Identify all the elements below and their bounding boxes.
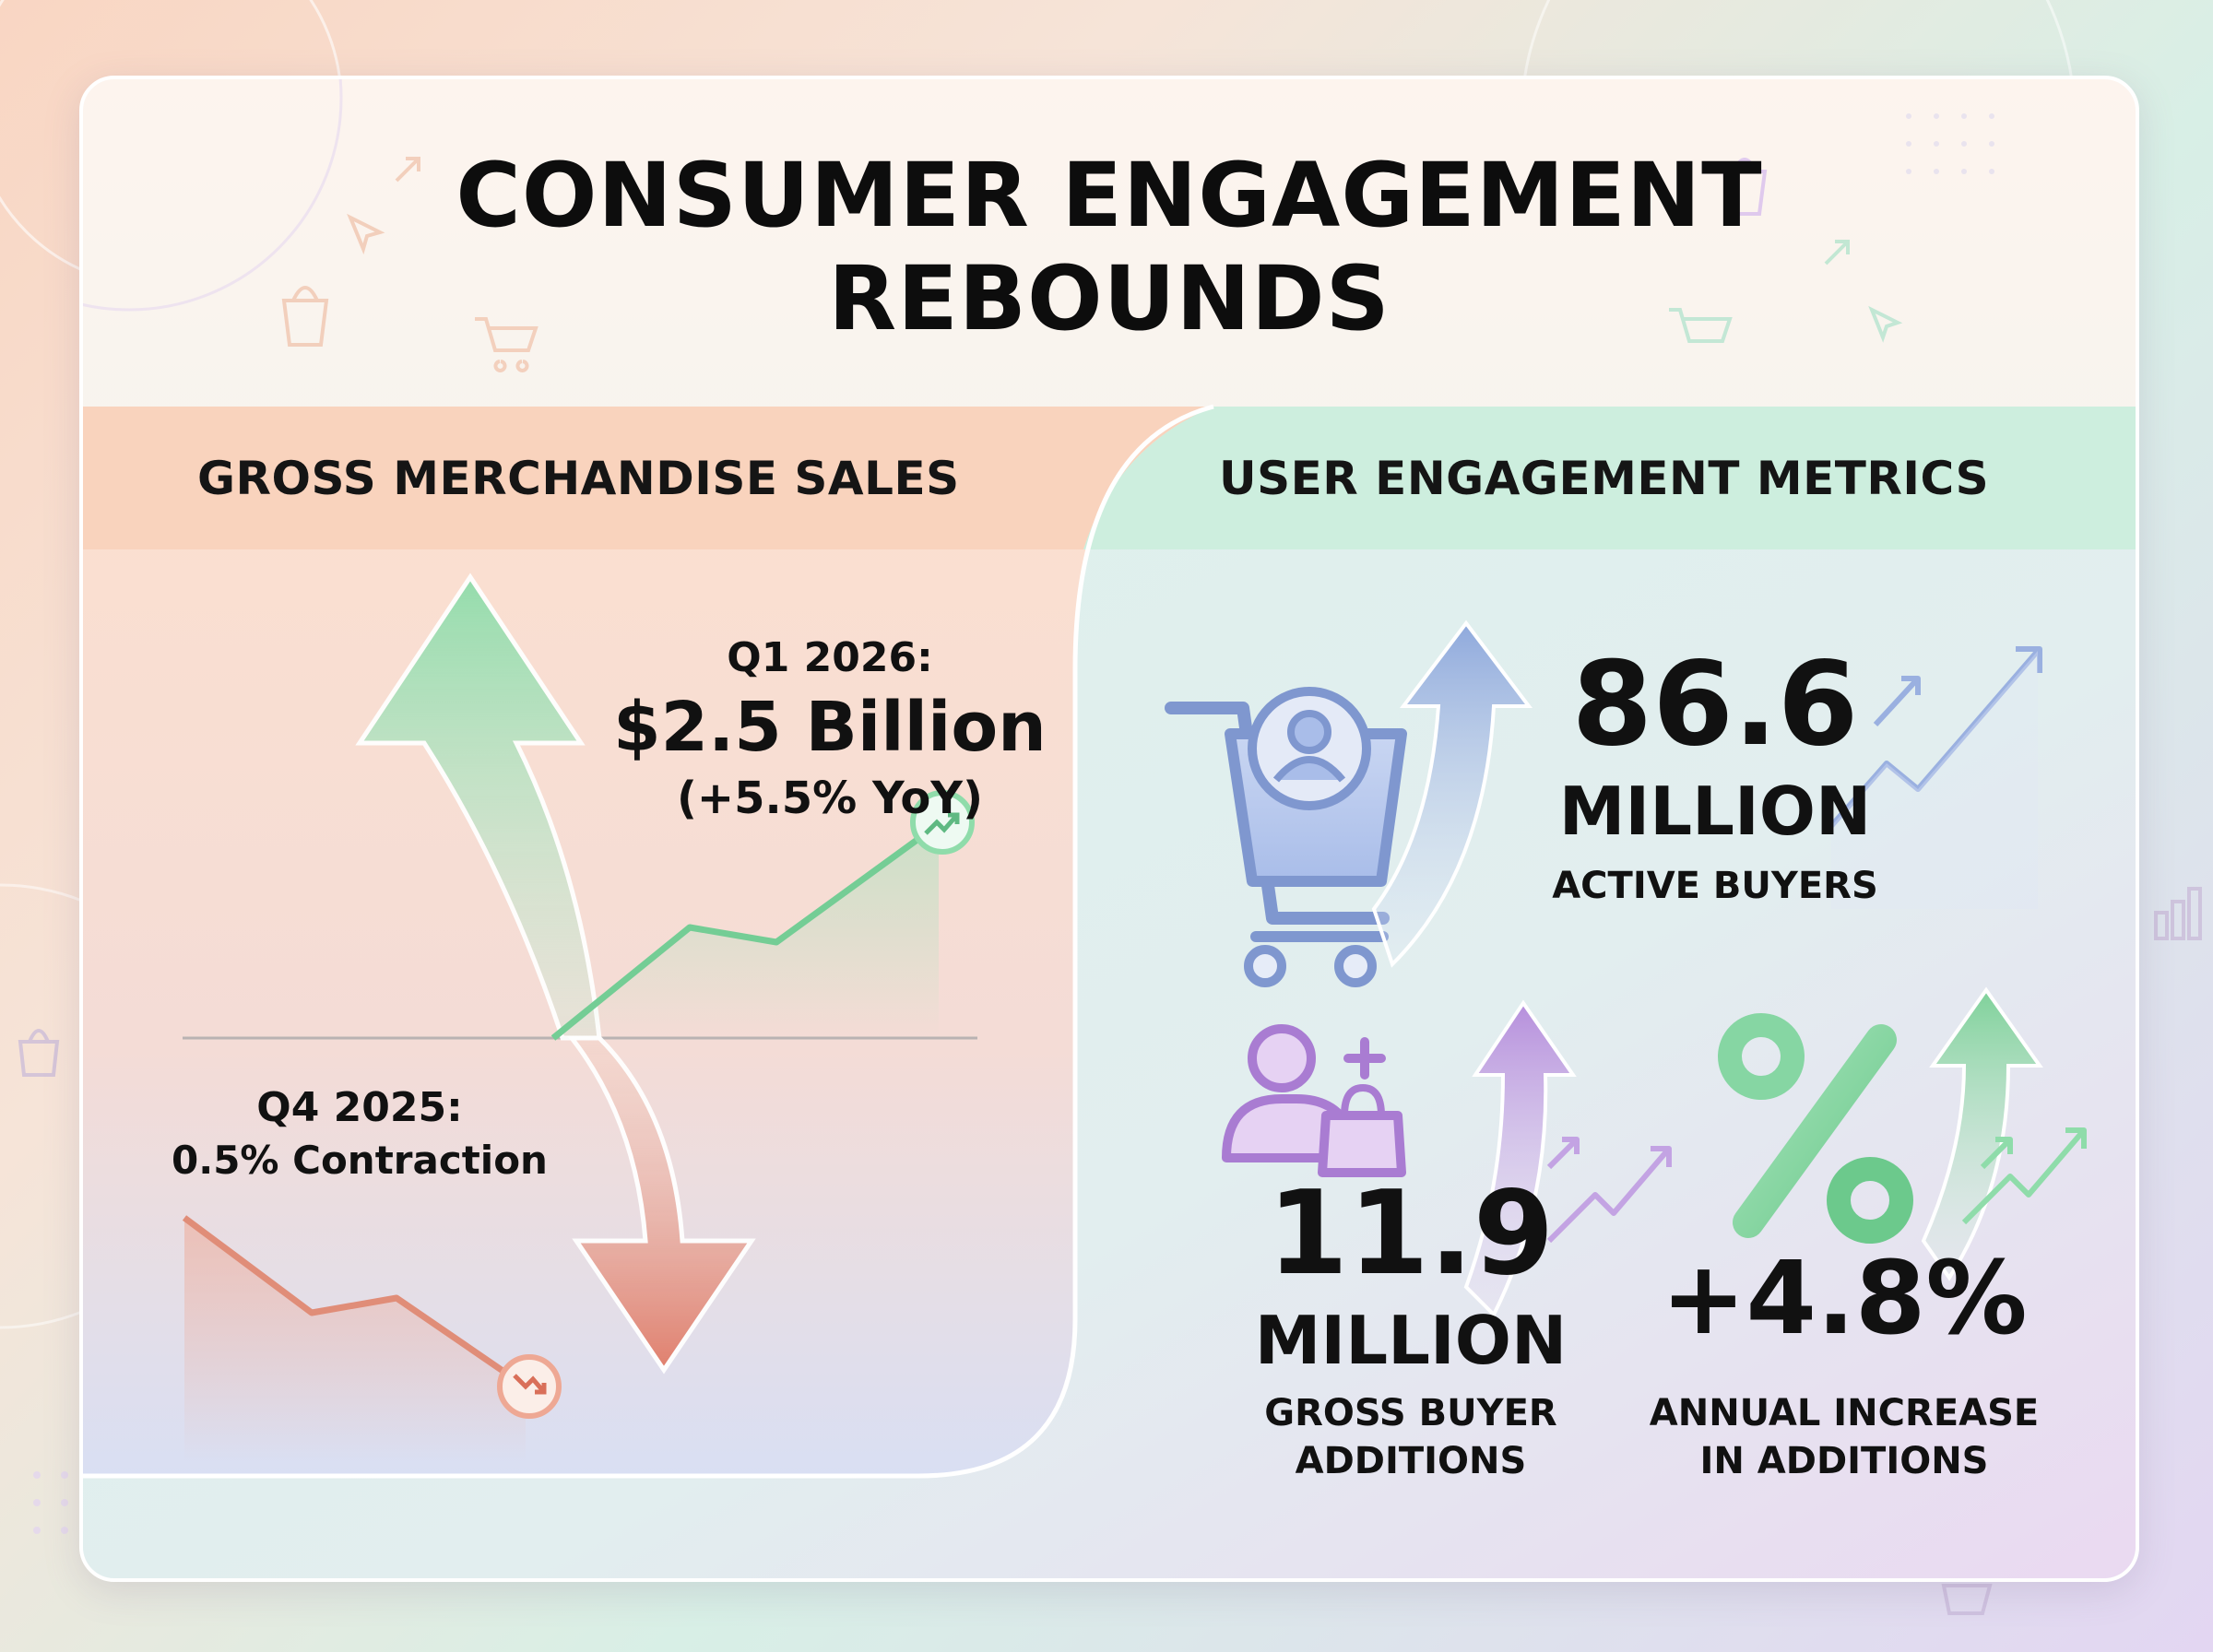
trend-down-icon [497, 1354, 562, 1419]
gms-header: GROSS MERCHANDISE SALES [197, 452, 960, 505]
annual-increase-label-2: IN ADDITIONS [1699, 1440, 1989, 1482]
gross-additions-unit: MILLION [1254, 1302, 1568, 1379]
gross-additions-value: 11.9 [1267, 1165, 1555, 1301]
active-buyers-value: 86.6 [1571, 636, 1859, 772]
q1-change: (+5.5% YoY) [676, 773, 983, 824]
gms-growth-line [550, 821, 941, 1041]
annual-increase-label-1: ANNUAL INCREASE [1649, 1392, 2040, 1434]
engagement-header-band [1083, 407, 2136, 549]
title-block: CONSUMER ENGAGEMENT REBOUNDS [83, 144, 2136, 350]
title-doodles [281, 157, 538, 372]
card-graphics [83, 79, 2136, 1578]
shopping-cart-user-icon [1165, 687, 1407, 987]
q1-label: Q1 2026: [727, 634, 933, 681]
active-buyers-label: ACTIVE BUYERS [1552, 865, 1878, 907]
page-title: CONSUMER ENGAGEMENT REBOUNDS [83, 144, 2136, 350]
q4-label: Q4 2025: [256, 1084, 463, 1131]
engagement-panel [83, 407, 2136, 1578]
q1-value: $2.5 Billion [613, 688, 1047, 767]
gms-up-arrow [355, 572, 602, 1041]
gross-additions-arrow [1463, 999, 1577, 1318]
gms-header-band [83, 407, 1213, 549]
annual-increase-value: +4.8% [1661, 1239, 2028, 1357]
engagement-header: USER ENGAGEMENT METRICS [1219, 452, 1990, 505]
active-buyers-arrow [1371, 620, 1533, 968]
user-add-bag-icon [1222, 1024, 1406, 1177]
annual-increase-arrow [1921, 986, 2043, 1281]
infographic-card: CONSUMER ENGAGEMENT REBOUNDS GROSS MERCH… [79, 76, 2139, 1582]
gms-down-arrow [566, 1035, 756, 1375]
percent-icon [1718, 1013, 1913, 1244]
gross-additions-label-2: ADDITIONS [1295, 1440, 1527, 1482]
title-line-2: REBOUNDS [828, 247, 1391, 350]
active-buyers-trend [1828, 646, 2042, 828]
q4-value: 0.5% Contraction [172, 1138, 548, 1183]
title-line-1: CONSUMER ENGAGEMENT [456, 144, 1763, 247]
active-buyers-unit: MILLION [1558, 773, 1872, 850]
gms-panel [83, 407, 1213, 1476]
gms-contraction-line [182, 1215, 527, 1389]
gross-additions-trend [1546, 1137, 1672, 1244]
gross-additions-label-1: GROSS BUYER [1264, 1392, 1557, 1434]
annual-increase-trend [1961, 1127, 2087, 1225]
trend-up-icon [910, 790, 975, 855]
